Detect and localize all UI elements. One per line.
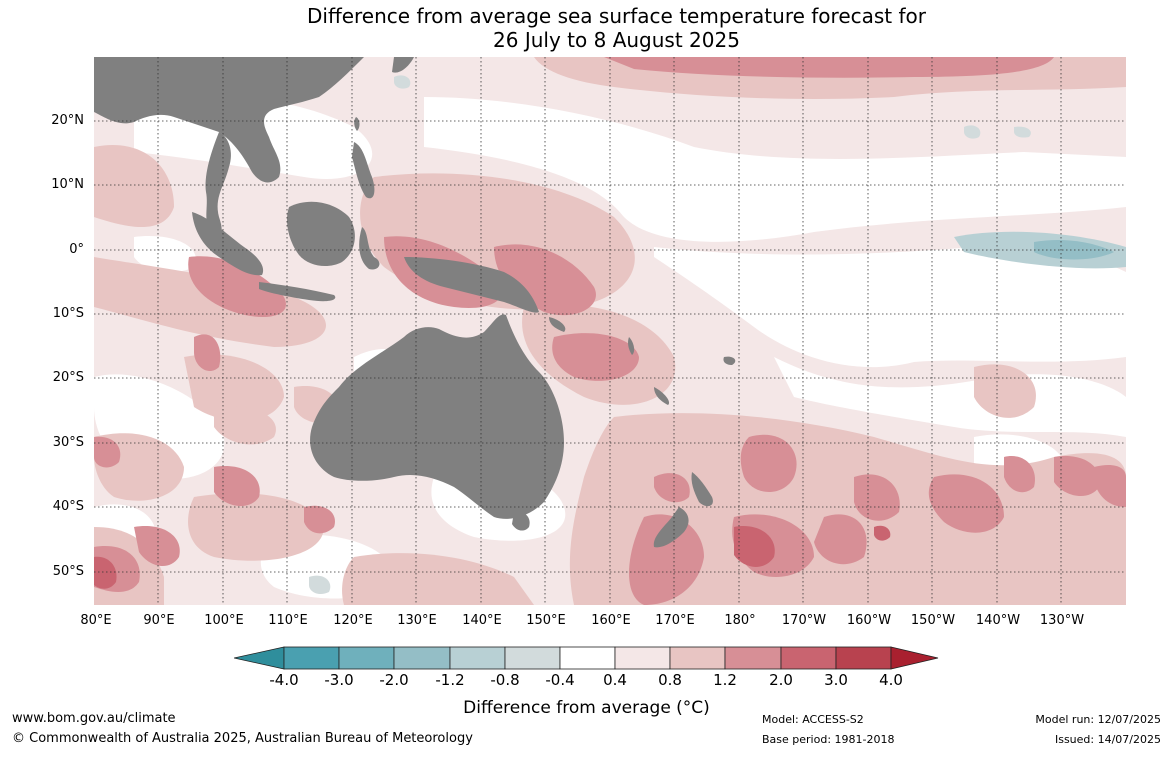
colorbar-bin-2 <box>338 646 395 670</box>
chart-title: Difference from average sea surface temp… <box>0 4 1173 52</box>
colorbar-extend-high <box>890 646 939 670</box>
colorbar-bin-11 <box>835 646 892 670</box>
new-zealand-south <box>653 507 689 548</box>
sulawesi <box>359 227 380 270</box>
asia-landmass <box>94 57 364 183</box>
lat-label-20s: 20°S <box>52 370 84 385</box>
footer-model: Model: ACCESS-S2 <box>762 713 864 726</box>
colorbar-bin-6 <box>559 646 616 670</box>
colorbar-tick-label: -2.0 <box>379 671 409 689</box>
lon-label-150w: 150°W <box>910 613 956 628</box>
new-guinea <box>404 257 539 313</box>
colorbar-bin-4 <box>449 646 506 670</box>
colorbar-tick-label: -0.8 <box>490 671 520 689</box>
colorbar-tick-label: 1.2 <box>713 671 737 689</box>
lon-label-90e: 90°E <box>143 613 175 628</box>
colorbar <box>233 646 939 676</box>
footer-copyright: © Commonwealth of Australia 2025, Austra… <box>12 731 473 746</box>
lon-label-140w: 140°W <box>975 613 1021 628</box>
colorbar-tick-label: -0.4 <box>545 671 575 689</box>
australia <box>310 314 564 519</box>
title-line-1: Difference from average sea surface temp… <box>306 4 926 28</box>
colorbar-bin-8 <box>669 646 726 670</box>
colorbar-bin-10 <box>780 646 837 670</box>
colorbar-tick-label: 0.4 <box>603 671 627 689</box>
malay-peninsula <box>205 132 231 234</box>
lat-label-50s: 50°S <box>52 564 84 579</box>
colorbar-tick-label: -3.0 <box>324 671 354 689</box>
lon-label-80e: 80°E <box>80 613 112 628</box>
colorbar-tick-label: 3.0 <box>824 671 848 689</box>
footer-issued: Issued: 14/07/2025 <box>1054 733 1161 746</box>
footer-base-period: Base period: 1981-2018 <box>762 733 895 746</box>
lon-label-160w: 160°W <box>846 613 892 628</box>
lon-label-100e: 100°E <box>204 613 244 628</box>
colorbar-title: Difference from average (°C) <box>463 698 710 718</box>
new-zealand-north <box>691 472 713 507</box>
colorbar-tick-label: -4.0 <box>269 671 299 689</box>
colorbar-bin-9 <box>724 646 782 670</box>
footer-url: www.bom.gov.au/climate <box>12 711 176 726</box>
japan-south <box>392 57 414 73</box>
lat-label-30s: 30°S <box>52 435 84 450</box>
tasmania <box>512 511 530 531</box>
lon-label-140e: 140°E <box>462 613 502 628</box>
anomaly-2-0-to-3-0-areas <box>94 525 891 589</box>
lat-lon-gridlines <box>94 57 1126 605</box>
lat-label-0: 0° <box>69 242 84 257</box>
new-caledonia <box>654 387 670 405</box>
title-line-2: 26 July to 8 August 2025 <box>493 28 740 52</box>
lon-label-110e: 110°E <box>268 613 308 628</box>
solomon-islands <box>549 317 566 332</box>
taiwan <box>354 117 360 131</box>
lon-label-130w: 130°W <box>1039 613 1085 628</box>
sst-anomaly-map <box>94 57 1126 605</box>
lon-label-150e: 150°E <box>526 613 566 628</box>
colorbar-tick-label: 0.8 <box>658 671 682 689</box>
colorbar-bin-5 <box>504 646 561 670</box>
lon-label-120e: 120°E <box>333 613 373 628</box>
philippines <box>352 142 375 199</box>
colorbar-bin-3 <box>393 646 451 670</box>
sumatra <box>192 212 264 276</box>
lon-label-130e: 130°E <box>397 613 437 628</box>
lat-label-20n: 20°N <box>51 113 84 128</box>
lon-label-180: 180° <box>724 613 756 628</box>
colorbar-extend-low <box>233 646 285 670</box>
land-masses <box>94 57 736 548</box>
colorbar-bin-7 <box>614 646 671 670</box>
fiji <box>723 356 736 365</box>
colorbar-tick-label: -1.2 <box>435 671 465 689</box>
borneo <box>287 201 355 267</box>
lat-label-10n: 10°N <box>51 177 84 192</box>
vanuatu <box>628 337 635 355</box>
lat-label-10s: 10°S <box>52 306 84 321</box>
colorbar-tick-label: 2.0 <box>769 671 793 689</box>
footer-model-run: Model run: 12/07/2025 <box>1035 713 1161 726</box>
colorbar-bin-1 <box>283 646 340 670</box>
lat-label-40s: 40°S <box>52 499 84 514</box>
java <box>259 282 336 302</box>
colorbar-tick-label: 4.0 <box>879 671 903 689</box>
lon-label-170w: 170°W <box>781 613 827 628</box>
lon-label-160e: 160°E <box>591 613 631 628</box>
lon-label-170e: 170°E <box>655 613 695 628</box>
